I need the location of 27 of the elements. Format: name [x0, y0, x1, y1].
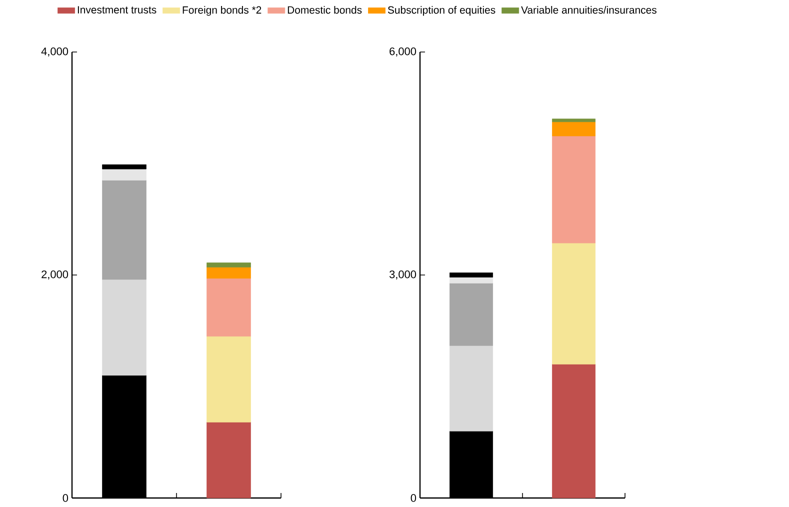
- y-tick-label: 0: [62, 494, 68, 502]
- bar: [552, 118, 596, 122]
- y-tick-label: 4,000: [41, 47, 68, 57]
- y-tick-label: 2,000: [42, 270, 68, 280]
- y-tick-label: 0: [410, 494, 416, 502]
- bar: [102, 168, 146, 180]
- bar: [102, 279, 146, 376]
- bar: [206, 278, 251, 337]
- bar: [552, 364, 596, 498]
- bar: [450, 277, 493, 284]
- bar: [206, 266, 251, 279]
- bar: [206, 262, 251, 268]
- bar: [206, 422, 251, 498]
- bar: [552, 122, 596, 136]
- y-tick-label: 6,000: [390, 47, 416, 57]
- bar: [552, 242, 596, 364]
- legend-label: Variable annuities/insurances: [521, 6, 656, 14]
- legend-label: Foreign bonds *2: [182, 6, 262, 16]
- bar: [450, 282, 493, 346]
- legend-label: Subscription of equities: [388, 6, 496, 16]
- legend-label: Domestic bonds: [288, 6, 362, 14]
- y-tick-label: 3,000: [389, 270, 416, 280]
- bar: [206, 336, 251, 422]
- bar: [102, 180, 146, 280]
- legend-label: Investment trusts: [78, 6, 156, 14]
- bar: [552, 136, 596, 244]
- bar: [450, 345, 493, 432]
